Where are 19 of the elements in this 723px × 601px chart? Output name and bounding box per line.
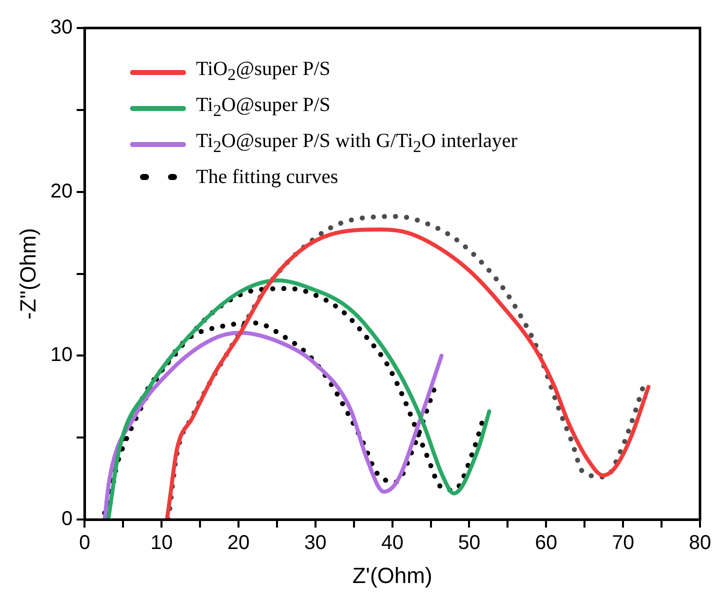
x-tick-label: 60 — [535, 532, 558, 554]
legend-label: The fitting curves — [196, 165, 338, 190]
legend-label: Ti$_{2}$O@super P/S — [196, 93, 330, 122]
x-tick-label: 80 — [688, 532, 712, 554]
x-tick-label: 20 — [227, 532, 250, 554]
y-axis-title: -Z''(Ohm) — [15, 228, 40, 320]
x-tick-label: 30 — [304, 532, 327, 554]
x-tick-label: 50 — [458, 532, 480, 554]
y-tick-label: 0 — [62, 508, 73, 530]
y-tick-label: 20 — [50, 180, 73, 202]
x-axis-title: Z'(Ohm) — [352, 562, 432, 588]
x-tick-label: 0 — [79, 532, 90, 554]
legend-label: TiO$_{2}$@super P/S — [196, 57, 330, 86]
x-tick-label: 40 — [381, 532, 404, 554]
x-tick-label: 10 — [150, 532, 173, 554]
legend-label: Ti$_{2}$O@super P/S with G/Ti$_{2}$O interlayer — [196, 129, 518, 158]
x-tick-label: 70 — [612, 532, 634, 554]
y-tick-label: 10 — [50, 344, 73, 366]
y-tick-label: 30 — [50, 16, 73, 39]
